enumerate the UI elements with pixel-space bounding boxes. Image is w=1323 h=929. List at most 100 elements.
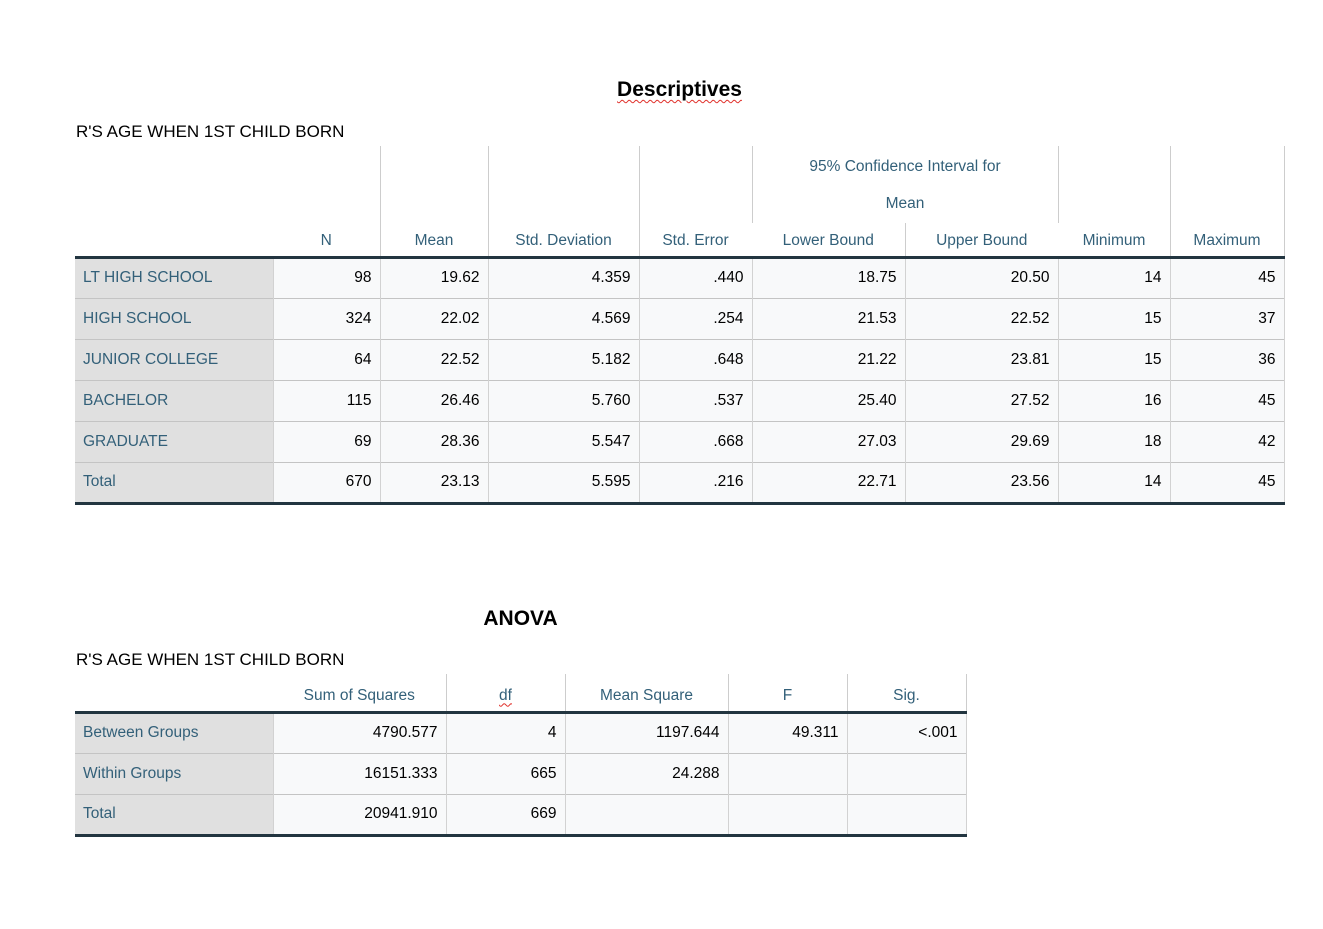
cell: 115	[272, 379, 380, 421]
cell: 20.50	[904, 256, 1058, 298]
descriptives-title: Descriptives	[75, 78, 1284, 102]
cell: 15	[1057, 338, 1170, 380]
cell: 22.02	[379, 297, 488, 339]
cell: 23.56	[904, 461, 1058, 505]
table-row: GRADUATE 69 28.36 5.547 .668 27.03 29.69…	[75, 420, 1285, 462]
cell: 1197.644	[564, 711, 728, 753]
table-row: HIGH SCHOOL 324 22.02 4.569 .254 21.53 2…	[75, 297, 1285, 339]
cell: 69	[272, 420, 380, 462]
cell: 5.760	[487, 379, 639, 421]
cell: 45	[1169, 256, 1285, 298]
cell: 16	[1057, 379, 1170, 421]
cell: 23.81	[904, 338, 1058, 380]
table-row: BACHELOR 115 26.46 5.760 .537 25.40 27.5…	[75, 379, 1285, 421]
cell: 49.311	[727, 711, 847, 753]
cell	[727, 793, 847, 837]
row-label: LT HIGH SCHOOL	[75, 256, 273, 298]
row-label: GRADUATE	[75, 420, 273, 462]
cell: 45	[1169, 379, 1285, 421]
cell: 36	[1169, 338, 1285, 380]
cell: 18	[1057, 420, 1170, 462]
cell: <.001	[846, 711, 967, 753]
ci-group-line2: Mean	[885, 194, 925, 212]
anova-header: Sum of Squares df Mean Square F Sig.	[75, 674, 967, 714]
row-label: HIGH SCHOOL	[75, 297, 273, 339]
col-header-upper-bound: Upper Bound	[904, 223, 1058, 259]
col-header-df-text: df	[499, 686, 512, 704]
cell: 21.22	[751, 338, 905, 380]
cell: 24.288	[564, 752, 728, 794]
col-header-std-error: Std. Error	[638, 146, 752, 259]
cell: .537	[638, 379, 752, 421]
cell	[846, 793, 967, 837]
descriptives-table: N Mean Std. Deviation Std. Error 95% Con…	[75, 146, 1285, 505]
cell: 22.52	[904, 297, 1058, 339]
cell: 27.03	[751, 420, 905, 462]
anova-body: Between Groups 4790.577 4 1197.644 49.31…	[75, 711, 967, 837]
col-header-f: F	[727, 674, 847, 714]
row-label: Between Groups	[75, 711, 273, 753]
cell: .668	[638, 420, 752, 462]
cell: 23.13	[379, 461, 488, 505]
cell	[727, 752, 847, 794]
descriptives-caption: R'S AGE WHEN 1ST CHILD BORN	[76, 122, 345, 141]
col-header-sig: Sig.	[846, 674, 967, 714]
ci-group-header: 95% Confidence Interval for Mean	[751, 146, 1059, 223]
cell: 5.547	[487, 420, 639, 462]
ci-group-line1: 95% Confidence Interval for	[809, 157, 1001, 175]
col-header-sum-of-squares: Sum of Squares	[273, 674, 446, 714]
cell: 20941.910	[272, 793, 446, 837]
cell: 28.36	[379, 420, 488, 462]
col-header-df: df	[445, 674, 565, 714]
row-label: Total	[75, 793, 273, 837]
col-header-mean-square: Mean Square	[564, 674, 728, 714]
cell: 4.359	[487, 256, 639, 298]
cell: 98	[272, 256, 380, 298]
corner-cell	[75, 674, 273, 714]
col-header-maximum: Maximum	[1169, 146, 1285, 259]
cell: 42	[1169, 420, 1285, 462]
row-label: Total	[75, 461, 273, 505]
cell: 45	[1169, 461, 1285, 505]
row-label: BACHELOR	[75, 379, 273, 421]
anova-caption: R'S AGE WHEN 1ST CHILD BORN	[76, 650, 345, 669]
col-header-mean: Mean	[379, 146, 488, 259]
cell	[564, 793, 728, 837]
cell: .648	[638, 338, 752, 380]
cell: 15	[1057, 297, 1170, 339]
cell: 4	[445, 711, 565, 753]
row-label: Within Groups	[75, 752, 273, 794]
cell: 64	[272, 338, 380, 380]
cell: .216	[638, 461, 752, 505]
cell: 670	[272, 461, 380, 505]
table-row: LT HIGH SCHOOL 98 19.62 4.359 .440 18.75…	[75, 256, 1285, 298]
descriptives-title-text: Descriptives	[617, 78, 742, 101]
cell: 4790.577	[272, 711, 446, 753]
cell: 665	[445, 752, 565, 794]
cell: 324	[272, 297, 380, 339]
cell: .440	[638, 256, 752, 298]
anova-title-text: ANOVA	[483, 607, 558, 630]
cell: 18.75	[751, 256, 905, 298]
row-label: JUNIOR COLLEGE	[75, 338, 273, 380]
cell: 26.46	[379, 379, 488, 421]
cell: 22.71	[751, 461, 905, 505]
table-row: Within Groups 16151.333 665 24.288	[75, 752, 967, 794]
descriptives-header: N Mean Std. Deviation Std. Error 95% Con…	[75, 146, 1285, 259]
cell: 4.569	[487, 297, 639, 339]
cell: 19.62	[379, 256, 488, 298]
col-header-lower-bound: Lower Bound	[752, 223, 905, 259]
table-row: JUNIOR COLLEGE 64 22.52 5.182 .648 21.22…	[75, 338, 1285, 380]
cell: 21.53	[751, 297, 905, 339]
cell: 27.52	[904, 379, 1058, 421]
col-header-minimum: Minimum	[1058, 146, 1170, 259]
cell: 16151.333	[272, 752, 446, 794]
anova-title: ANOVA	[75, 607, 966, 631]
anova-table: Sum of Squares df Mean Square F Sig. Bet…	[75, 674, 967, 837]
table-row-total: Total 670 23.13 5.595 .216 22.71 23.56 1…	[75, 461, 1285, 505]
col-header-n: N	[273, 146, 380, 259]
cell: 14	[1057, 256, 1170, 298]
table-row: Between Groups 4790.577 4 1197.644 49.31…	[75, 711, 967, 753]
cell: 669	[445, 793, 565, 837]
